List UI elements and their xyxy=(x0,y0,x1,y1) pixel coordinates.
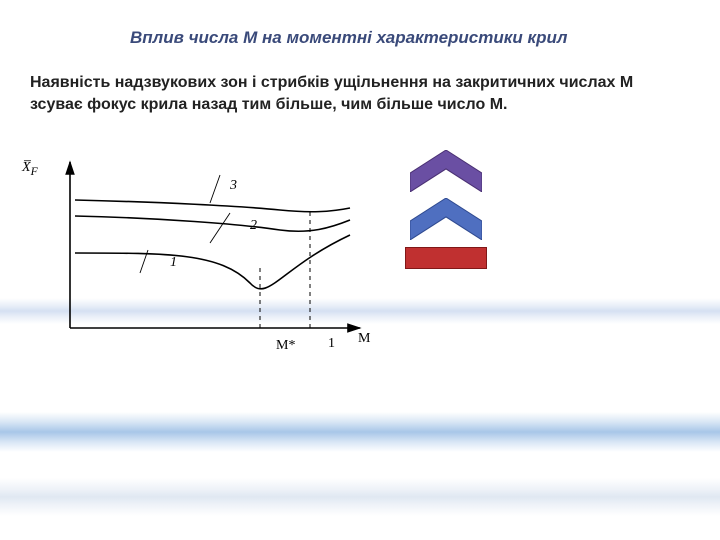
bar-shape-icon xyxy=(405,247,487,269)
slide-body: Наявність надзвукових зон і стрибків ущі… xyxy=(30,72,680,115)
bg-band-3 xyxy=(0,478,720,516)
line-chart xyxy=(20,158,380,358)
chevron-bottom-icon xyxy=(410,198,482,240)
slide-title: Вплив числа М на моментні характеристики… xyxy=(130,28,567,48)
bg-band-2 xyxy=(0,412,720,452)
chevron-top-icon xyxy=(410,150,482,192)
